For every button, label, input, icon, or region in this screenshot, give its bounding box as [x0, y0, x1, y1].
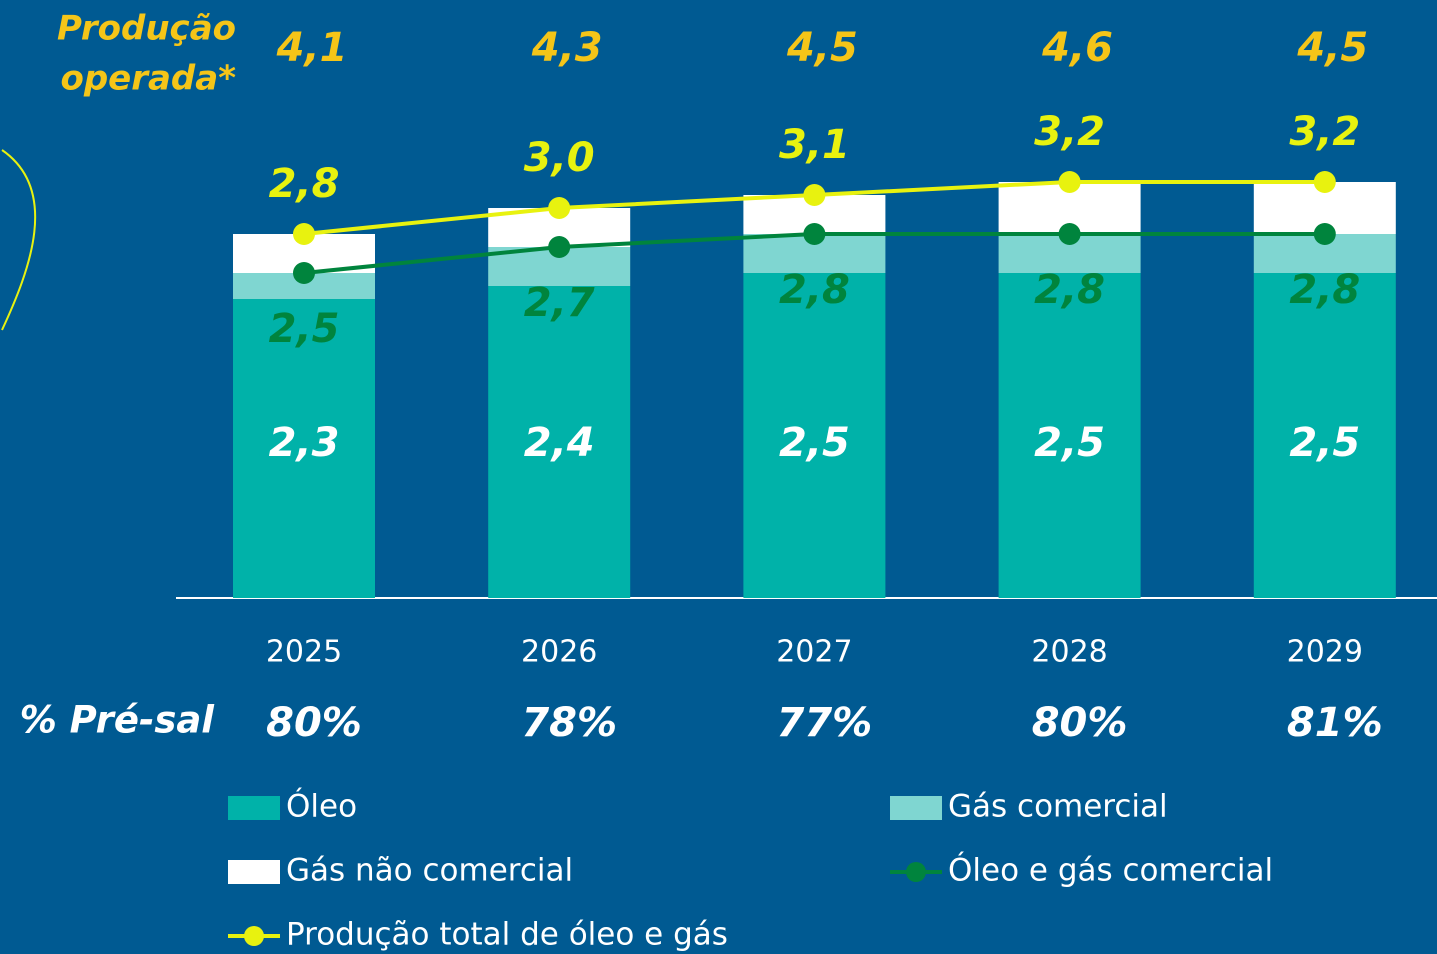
- legend-swatch: [906, 862, 926, 882]
- bar-segment: [233, 299, 375, 598]
- x-tick-label: 2028: [1031, 635, 1107, 670]
- line-point: [1313, 223, 1336, 245]
- row-value: 80%: [1032, 700, 1128, 746]
- row-value: 4,6: [1041, 25, 1113, 71]
- legend-swatch: [228, 860, 280, 884]
- data-label: 2,8: [779, 267, 850, 313]
- data-label: 3,2: [1289, 109, 1360, 155]
- line-point: [1058, 171, 1081, 193]
- bar-segment: [1253, 273, 1396, 598]
- line-point: [803, 223, 826, 245]
- bar-segment: [488, 286, 631, 598]
- row-value: 78%: [521, 700, 617, 746]
- data-label: 2,5: [1034, 420, 1105, 466]
- row-value: 4,5: [1296, 25, 1368, 71]
- data-label: 2,3: [269, 420, 340, 466]
- data-label: 2,8: [1289, 267, 1360, 313]
- row-label: Produção: [57, 9, 236, 49]
- x-tick-label: 2026: [521, 635, 597, 670]
- data-label: 3,1: [779, 122, 850, 168]
- data-label: 2,5: [779, 420, 850, 466]
- decoration: [1, 149, 37, 331]
- x-tick-label: 2029: [1287, 635, 1363, 670]
- data-label: 2,5: [1289, 420, 1360, 466]
- line-point: [803, 184, 826, 206]
- line-point: [293, 262, 315, 284]
- legend-label: Óleo: [286, 788, 357, 825]
- data-label: 2,8: [269, 161, 340, 207]
- row-value: 4,1: [276, 25, 348, 71]
- data-label: 3,2: [1034, 109, 1105, 155]
- row-value: 77%: [777, 700, 873, 746]
- data-label: 2,4: [524, 420, 595, 466]
- row-label: operada*: [60, 59, 236, 99]
- legend-label: Gás comercial: [948, 789, 1168, 825]
- row-value: 81%: [1287, 700, 1383, 746]
- row-value: 4,3: [531, 25, 603, 71]
- line-point: [293, 223, 315, 245]
- x-tick-label: 2025: [266, 635, 342, 670]
- legend-label: Óleo e gás comercial: [948, 852, 1273, 889]
- x-tick-label: 2027: [776, 635, 852, 670]
- legend-label: Gás não comercial: [286, 853, 573, 889]
- data-label: 2,5: [269, 306, 340, 352]
- legend-swatch: [890, 796, 942, 820]
- legend-label: Produção total de óleo e gás: [286, 917, 728, 953]
- line-point: [1313, 171, 1336, 193]
- row-label: % Pré-sal: [20, 699, 216, 742]
- legend-swatch: [244, 926, 264, 946]
- line-point: [1058, 223, 1081, 245]
- legend-swatch: [228, 796, 280, 820]
- bar-segment: [743, 273, 886, 598]
- line-point: [548, 236, 571, 258]
- data-label: 3,0: [524, 135, 595, 181]
- row-value: 80%: [266, 700, 362, 746]
- bar-segment: [998, 273, 1141, 598]
- data-label: 2,7: [524, 280, 595, 326]
- line-point: [548, 197, 571, 219]
- row-value: 4,5: [786, 25, 858, 71]
- data-label: 2,8: [1034, 267, 1105, 313]
